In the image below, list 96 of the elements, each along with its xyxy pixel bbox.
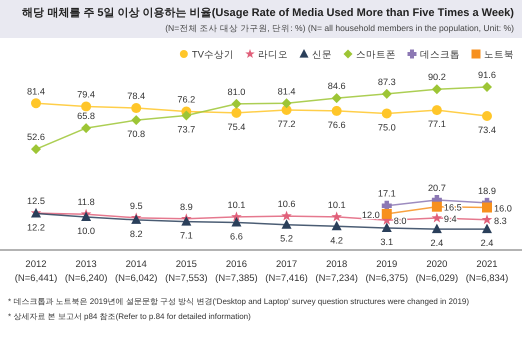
text: * 상세자료 본 보고서 p84 참조(Refer to p.84 for detailed information) xyxy=(8,312,252,321)
x-tick-label: 2018 (N=7,234) xyxy=(315,259,358,284)
data-label: 90.2 xyxy=(428,72,446,82)
point xyxy=(181,110,192,121)
x-tick-label: 2013 (N=6,240) xyxy=(64,259,108,284)
data-label: 4.2 xyxy=(330,235,344,246)
data-label: 7.1 xyxy=(180,230,193,241)
x-tick-label: 2015 (N=7,553) xyxy=(165,259,208,284)
point xyxy=(131,103,142,114)
data-label: 75.0 xyxy=(378,122,396,132)
point xyxy=(432,212,442,222)
data-label: 91.6 xyxy=(478,70,496,80)
point xyxy=(81,212,92,222)
point xyxy=(31,98,41,108)
data-label: 10.1 xyxy=(228,200,246,210)
point xyxy=(482,214,492,224)
point xyxy=(432,84,442,94)
legend-label: 노트북 xyxy=(484,50,514,60)
text: * 데스크톱과 노트북은 2019년에 설문문항 구성 방식 변경('Desktop and Laptop' survey question structures were changed in 2019) xyxy=(8,297,470,306)
data-label: 20.7 xyxy=(428,183,446,194)
point xyxy=(282,219,292,229)
x-tick-label: 2016 (N=7,385) xyxy=(215,259,258,284)
point xyxy=(432,105,442,116)
data-label: 76.2 xyxy=(177,94,196,105)
point xyxy=(382,222,392,232)
legend-label: 신문 xyxy=(312,50,332,60)
chart-title: 해당 매체를 주 5일 이상 이용하는 비율(Usage Rate of Media Used More than Five Times a Week) xyxy=(22,7,514,19)
data-label: 12.2 xyxy=(27,222,45,233)
data-label: 10.1 xyxy=(328,200,346,210)
data-label: 10.0 xyxy=(77,226,96,236)
x-tick-label: 2017 (N=7,416) xyxy=(265,259,308,284)
point xyxy=(482,202,492,212)
data-label: 81.4 xyxy=(27,86,45,96)
x-tick-label: 2020 (N=6,029) xyxy=(416,259,458,284)
point xyxy=(432,224,442,234)
chart-subtitle: (N=전체 조사 대상 가구원, 단위: %) (N= all household members in the population, Unit: %) xyxy=(165,23,514,33)
data-label: 2.4 xyxy=(480,238,494,248)
point xyxy=(432,202,442,212)
data-label: 81.4 xyxy=(278,86,296,96)
data-label: 2.4 xyxy=(430,238,444,248)
data-label: 12.0 xyxy=(362,210,380,220)
point xyxy=(131,115,142,126)
data-label: 52.6 xyxy=(27,132,45,142)
data-label: 10.6 xyxy=(278,199,296,210)
point xyxy=(281,210,292,221)
point xyxy=(231,108,242,118)
data-label: 70.8 xyxy=(127,129,146,140)
data-label: 75.4 xyxy=(228,122,246,132)
point xyxy=(31,144,41,154)
legend-label: TV수상기 xyxy=(192,50,234,60)
data-label: 77.2 xyxy=(278,118,296,129)
data-label: 78.4 xyxy=(127,91,146,102)
data-label: 73.4 xyxy=(478,125,496,136)
point xyxy=(482,224,492,234)
point xyxy=(332,93,342,104)
data-label: 9.5 xyxy=(130,200,143,211)
point xyxy=(482,82,492,92)
point xyxy=(382,88,392,99)
point xyxy=(332,220,342,230)
data-label: 73.7 xyxy=(177,124,196,135)
data-label: 81.0 xyxy=(228,86,246,97)
point xyxy=(382,108,392,118)
point xyxy=(231,98,242,109)
data-label: 84.6 xyxy=(328,81,346,92)
point xyxy=(332,106,342,116)
data-label: 79.4 xyxy=(77,89,96,100)
legend-label: 스마트폰 xyxy=(356,50,396,60)
data-label: 8.9 xyxy=(180,202,193,212)
x-tick-label: 2019 (N=6,375) xyxy=(366,259,408,284)
x-tick-label: 2021 (N=6,834) xyxy=(466,259,508,284)
data-label: 77.1 xyxy=(428,119,446,130)
data-label: 76.6 xyxy=(328,120,346,130)
legend-label: 데스크톱 xyxy=(420,50,460,60)
point xyxy=(81,101,92,112)
point xyxy=(282,98,292,108)
data-label: 18.9 xyxy=(478,186,496,196)
data-label: 11.8 xyxy=(78,197,95,208)
data-label: 12.5 xyxy=(27,196,45,206)
data-label: 8.2 xyxy=(130,228,143,239)
data-label: 87.3 xyxy=(378,76,396,87)
point xyxy=(231,216,242,226)
data-label: 17.1 xyxy=(378,188,396,199)
legend-label: 라디오 xyxy=(258,50,288,60)
data-label: 5.2 xyxy=(280,234,293,244)
point xyxy=(482,111,492,122)
data-label: 6.6 xyxy=(230,231,243,242)
point xyxy=(181,216,192,226)
data-label: 8.3 xyxy=(494,216,507,226)
point xyxy=(81,123,92,134)
data-label: 65.8 xyxy=(77,111,96,122)
data-label: 3.1 xyxy=(380,237,394,248)
x-tick-label: 2012 (N=6,441) xyxy=(14,259,58,284)
data-label: 16.0 xyxy=(494,204,512,214)
x-tick-label: 2014 (N=6,042) xyxy=(114,259,158,284)
point xyxy=(331,211,342,222)
point xyxy=(382,208,392,219)
